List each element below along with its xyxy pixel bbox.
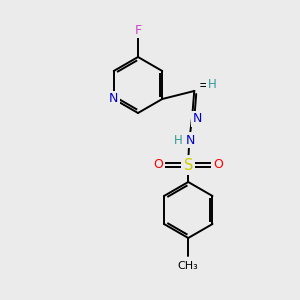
Text: H: H: [208, 77, 217, 91]
Text: N: N: [109, 92, 119, 106]
Text: O: O: [213, 158, 223, 172]
Text: O: O: [153, 158, 163, 172]
Text: CH₃: CH₃: [178, 261, 199, 271]
Text: =: =: [199, 80, 210, 92]
Text: H: H: [174, 134, 183, 146]
Text: F: F: [134, 23, 142, 37]
Text: N: N: [193, 112, 202, 125]
Text: S: S: [184, 158, 193, 172]
Text: N: N: [186, 134, 195, 146]
